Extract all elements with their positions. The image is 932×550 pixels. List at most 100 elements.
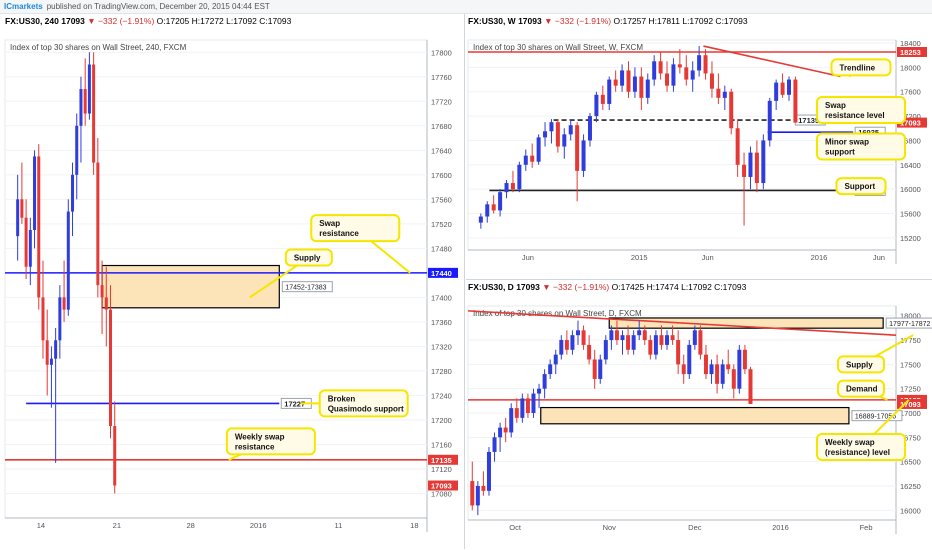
- y-tick-label: 17800: [431, 48, 452, 57]
- callout-box: [816, 96, 906, 124]
- price-label: 17227: [284, 399, 305, 408]
- candle-body: [729, 91, 734, 129]
- last-price-label: 17093: [900, 400, 921, 409]
- candle-body: [492, 437, 497, 452]
- x-tick-label: 2016: [772, 523, 789, 532]
- candle-body: [514, 408, 519, 418]
- y-tick-label: 17320: [431, 342, 452, 351]
- callout-text: Swap resistance level: [825, 101, 885, 120]
- y-tick-label: 17120: [431, 465, 452, 474]
- callout-box: [318, 389, 409, 418]
- chart-panel-240[interactable]: FX:US30, 240 17093 ▼ −332 (−1.91%) O:172…: [1, 14, 465, 549]
- chart-weekly[interactable]: 18400 18000 17600 17200 16800 16400 16000 15600…: [466, 28, 932, 279]
- candle-body: [62, 297, 66, 310]
- candle-body: [748, 152, 753, 177]
- zone-label: 17452-17383: [285, 285, 326, 292]
- candle-body: [587, 116, 592, 141]
- daily-supply-zone: [608, 317, 884, 329]
- chart-panel-daily[interactable]: FX:US30, D 17093 ▼ −332 (−1.91%) O:17425…: [466, 280, 932, 550]
- candle-body: [79, 89, 83, 126]
- x-tick-label: 21: [113, 521, 121, 530]
- candle-body: [24, 217, 28, 267]
- x-tick-label: Jun: [702, 253, 714, 262]
- candle-body: [670, 335, 675, 341]
- candle-body: [575, 125, 580, 171]
- candle-body: [41, 297, 45, 341]
- candle-body: [716, 88, 721, 98]
- last-price-label: 17093: [431, 482, 452, 491]
- y-tick-label: 17600: [431, 171, 452, 180]
- price-label: 17135: [798, 116, 819, 125]
- chart-panel-weekly[interactable]: FX:US30, W 17093 ▼ −332 (−1.91%) O:17257…: [466, 14, 932, 280]
- zone-label-box: [885, 317, 932, 329]
- candle-body: [75, 125, 79, 175]
- candle-body: [531, 393, 536, 413]
- candle-body: [543, 131, 548, 138]
- chart-title: Index of top 30 shares on Wall Street, D…: [473, 309, 642, 318]
- candle-body: [575, 330, 580, 336]
- candle-body: [761, 140, 766, 184]
- candle-body: [33, 156, 37, 230]
- candle-body: [549, 122, 554, 132]
- candle-body: [709, 364, 714, 375]
- chart-daily[interactable]: 18000 17750 17500 17250 17000 16750 16500 16250…: [466, 294, 932, 550]
- candle-body: [698, 330, 703, 355]
- y-tick-label: 17560: [431, 195, 452, 204]
- candle-body: [592, 359, 597, 379]
- candle-body: [553, 354, 558, 365]
- x-tick-label: 14: [37, 521, 45, 530]
- candle-body: [645, 79, 650, 98]
- y-tick-label: 16500: [900, 458, 921, 467]
- candle-body: [470, 481, 475, 506]
- callout-text: Weekly swap (resistance) level: [825, 438, 890, 457]
- y-tick-label: 18000: [900, 63, 921, 72]
- candle-body: [113, 426, 117, 486]
- y-tick-label: 16400: [900, 161, 921, 170]
- y-tick-label: 16750: [900, 433, 921, 442]
- zone-label: 16889-17056: [855, 414, 896, 421]
- candle-body: [100, 285, 104, 298]
- candle-body: [676, 340, 681, 365]
- candle-body: [66, 211, 70, 310]
- candle-body: [665, 335, 670, 345]
- y-tick-label: 18400: [900, 39, 921, 48]
- change-value: −332 (−1.91%): [553, 282, 610, 292]
- y-tick-label: 15200: [900, 234, 921, 243]
- candle-body: [677, 64, 682, 68]
- brand-name[interactable]: ICmarkets: [4, 2, 43, 11]
- candle-body: [555, 122, 560, 147]
- daily-demand-zone: [540, 406, 850, 425]
- candle-body: [726, 364, 731, 370]
- last-price: 17093: [516, 282, 540, 292]
- symbol-label: FX:US30, 240: [5, 16, 59, 26]
- callout-text: Trendline: [840, 63, 876, 72]
- y-tick-label: 16250: [900, 482, 921, 491]
- y-tick-label: 17500: [900, 360, 921, 369]
- candle-body: [537, 388, 542, 394]
- candle-body: [754, 152, 759, 184]
- y-tick-label: 17600: [900, 88, 921, 97]
- y-tick-label: 18000: [900, 312, 921, 321]
- candle-body: [478, 216, 483, 223]
- candle-body: [517, 164, 522, 190]
- candle-body: [510, 183, 515, 190]
- candle-body: [109, 309, 112, 427]
- candle-body: [92, 64, 96, 163]
- candle-body: [485, 204, 490, 217]
- candle-body: [83, 89, 87, 114]
- candle-body: [626, 70, 631, 92]
- x-tick-label: Jun: [873, 253, 885, 262]
- candle-body: [520, 398, 525, 418]
- x-tick-label: Oct: [509, 523, 522, 532]
- y-tick-label: 16000: [900, 506, 921, 515]
- callout-text: Demand: [846, 385, 878, 394]
- candle-body: [581, 140, 586, 171]
- candle-body: [715, 364, 720, 384]
- candle-body: [564, 340, 569, 350]
- chart-240[interactable]: 17800 17760 17720 17680 17640 17600 17560 17520…: [1, 28, 464, 549]
- candle-body: [594, 94, 599, 117]
- x-tick-label: Dec: [688, 523, 702, 532]
- chart-title: Index of top 30 shares on Wall Street, 2…: [10, 43, 187, 52]
- y-tick-label: 17750: [900, 336, 921, 345]
